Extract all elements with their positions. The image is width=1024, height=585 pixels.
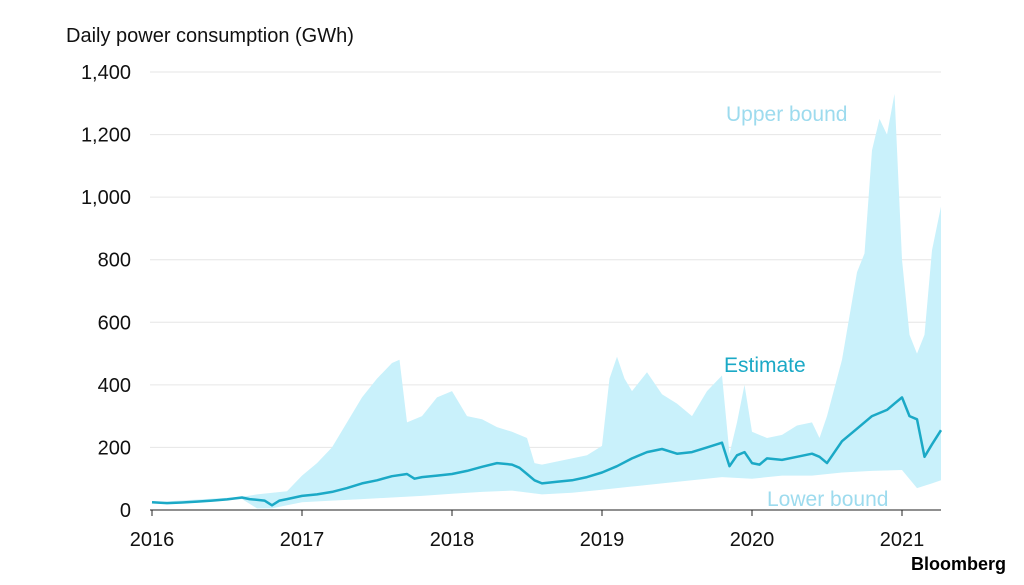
upper-bound-label: Upper bound <box>726 103 847 126</box>
x-tick-label-2016: 2016 <box>130 529 175 551</box>
y-tick-label-800: 800 <box>98 250 131 272</box>
x-tick-label-2017: 2017 <box>280 529 325 551</box>
y-tick-label-600: 600 <box>98 312 131 334</box>
estimate-label: Estimate <box>724 354 806 377</box>
estimate-line-layer <box>151 396 943 507</box>
x-tick-label-2018: 2018 <box>430 529 475 551</box>
y-tick-label-400: 400 <box>98 375 131 397</box>
bound-band <box>152 93 941 509</box>
lower-bound-label: Lower bound <box>767 488 888 511</box>
y-tick-label-0: 0 <box>120 500 131 522</box>
annotation-layer: Upper bound Estimate Lower bound <box>724 103 888 511</box>
y-tick-label-1000: 1,000 <box>81 187 131 209</box>
bloomberg-logo: Bloomberg <box>911 554 1006 574</box>
grid-layer <box>150 71 941 448</box>
bound-band-layer <box>152 93 941 509</box>
chart-title: Daily power consumption (GWh) <box>66 25 354 47</box>
x-tick-label-2019: 2019 <box>580 529 625 551</box>
x-tick-label-2020: 2020 <box>730 529 775 551</box>
x-tick-label-2021: 2021 <box>880 529 925 551</box>
y-tick-label-1200: 1,200 <box>81 125 131 147</box>
y-tick-label-1400: 1,400 <box>81 62 131 84</box>
y-tick-label-200: 200 <box>98 437 131 459</box>
estimate-line <box>151 396 943 507</box>
axis-layer: 0 200 400 600 800 1,000 1,200 1,400 2016 2017 2018… <box>81 62 941 551</box>
